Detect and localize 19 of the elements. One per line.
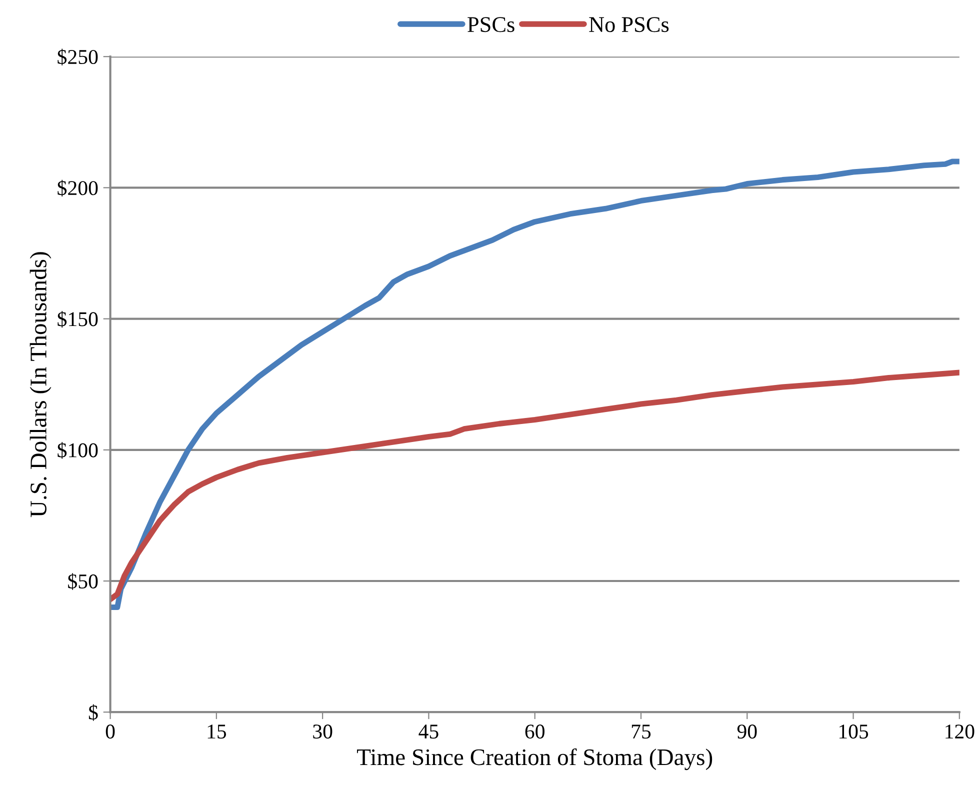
y-tick-label: $ <box>88 704 98 721</box>
x-tick-label: 75 <box>632 724 651 739</box>
y-tick-label: $250 <box>58 48 98 66</box>
x-tick-label: 0 <box>106 724 115 739</box>
x-tick-label: 45 <box>418 724 438 739</box>
y-tick-label: $100 <box>58 442 98 459</box>
y-tick-label: $200 <box>58 180 98 197</box>
x-tick-label: 105 <box>839 724 868 739</box>
x-tick-label: 15 <box>208 724 226 739</box>
y-tick-label: $150 <box>58 310 98 328</box>
x-tick-label: 90 <box>737 724 757 739</box>
x-axis-title: Time Since Creation of Stoma (Days) <box>357 748 712 770</box>
legend-label: No PSCs <box>589 17 669 32</box>
legend-label: PSCs <box>468 17 514 32</box>
y-tick-label: $50 <box>68 573 98 590</box>
y-axis-title: U.S. Dollars (In Thousands) <box>30 252 52 518</box>
x-tick-label: 120 <box>946 724 974 739</box>
x-tick-label: 30 <box>313 724 332 739</box>
x-tick-label: 60 <box>525 724 544 739</box>
